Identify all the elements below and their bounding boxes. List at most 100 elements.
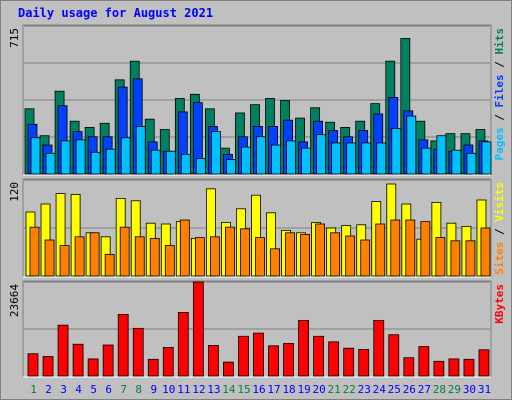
x-tick-label-25: 25 (388, 383, 401, 396)
bar-sites-4 (74, 236, 85, 277)
x-tick-label-31: 31 (478, 383, 491, 396)
bar-sites-16 (255, 237, 265, 277)
bar-kbytes-22 (343, 347, 355, 377)
bar-kbytes-2 (42, 356, 54, 377)
bar-kbytes-3 (57, 324, 69, 377)
bar-kbytes-11 (177, 312, 189, 377)
legend-pages: Pages (493, 127, 506, 160)
x-tick-label-23: 23 (358, 383, 371, 396)
bar-sites-13 (209, 236, 220, 277)
bar-pages-1 (30, 137, 41, 175)
bar-pages-31 (481, 141, 492, 175)
bar-pages-14 (226, 159, 236, 175)
bar-kbytes-26 (403, 357, 415, 377)
bar-pages-27 (421, 147, 432, 175)
bar-sites-26 (405, 219, 416, 277)
bar-pages-3 (60, 140, 71, 175)
x-tick-label-12: 12 (192, 383, 205, 396)
x-tick-label-20: 20 (313, 383, 326, 396)
bar-pages-22 (346, 142, 357, 175)
legend-kbytes: KBytes (493, 284, 506, 324)
bar-pages-26 (406, 115, 417, 175)
x-tick-label-28: 28 (433, 383, 446, 396)
bar-pages-25 (391, 128, 402, 175)
bar-kbytes-30 (463, 358, 475, 377)
bar-pages-24 (376, 142, 387, 175)
bar-pages-10 (165, 150, 176, 175)
legend-label: Sites / Visits (493, 182, 506, 275)
x-tick-label-2: 2 (45, 383, 52, 396)
bar-pages-8 (135, 125, 146, 175)
x-tick-label-9: 9 (150, 383, 157, 396)
bar-pages-17 (271, 144, 281, 175)
bar-kbytes-20 (313, 335, 325, 377)
bar-pages-28 (436, 135, 447, 175)
bar-kbytes-5 (87, 358, 99, 377)
bar-sites-14 (225, 226, 235, 277)
bar-kbytes-9 (147, 358, 159, 377)
x-tick-label-24: 24 (373, 383, 387, 396)
bar-kbytes-8 (132, 327, 144, 377)
bar-pages-12 (195, 158, 206, 175)
x-tick-label-17: 17 (267, 383, 280, 396)
x-tick-label-4: 4 (75, 383, 82, 396)
bar-kbytes-12 (192, 281, 204, 377)
x-tick-label-30: 30 (463, 383, 476, 396)
bar-sites-8 (134, 236, 145, 277)
bar-kbytes-23 (358, 348, 370, 377)
bar-sites-3 (59, 245, 70, 277)
bar-pages-29 (451, 149, 462, 175)
bar-pages-23 (361, 142, 372, 175)
bar-pages-9 (150, 149, 161, 175)
bar-kbytes-29 (448, 358, 460, 377)
bar-sites-18 (285, 232, 295, 277)
bar-kbytes-6 (102, 344, 114, 377)
bar-pages-6 (105, 148, 116, 175)
bar-kbytes-7 (117, 314, 129, 377)
bar-sites-6 (104, 253, 115, 277)
bar-kbytes-15 (238, 335, 249, 377)
bar-sites-9 (149, 237, 160, 277)
x-tick-label-21: 21 (328, 383, 341, 396)
x-tick-label-11: 11 (177, 383, 190, 396)
legend-sites: Sites (493, 242, 506, 275)
bar-pages-7 (120, 137, 131, 175)
bar-sites-19 (300, 233, 310, 277)
chart-title: Daily usage for August 2021 (18, 6, 214, 20)
bar-pages-5 (90, 151, 101, 175)
bar-kbytes-18 (283, 343, 294, 377)
bar-kbytes-4 (72, 343, 84, 377)
x-tick-label-14: 14 (222, 383, 236, 396)
bar-sites-5 (89, 232, 100, 277)
bar-kbytes-10 (162, 346, 174, 377)
legend-label: Pages / Files / Hits (493, 28, 506, 161)
bar-pages-20 (316, 134, 327, 175)
bar-kbytes-1 (27, 353, 39, 377)
bar-sites-30 (465, 240, 476, 277)
x-tick-label-15: 15 (237, 383, 250, 396)
x-tick-label-19: 19 (297, 383, 310, 396)
bar-sites-29 (450, 240, 461, 277)
legend-visits: Visits (493, 182, 506, 222)
bar-kbytes-14 (223, 361, 234, 377)
x-tick-label-18: 18 (282, 383, 295, 396)
bar-sites-10 (164, 245, 175, 277)
bar-kbytes-21 (328, 341, 340, 377)
bar-sites-24 (375, 223, 386, 277)
bar-kbytes-17 (268, 345, 279, 377)
x-tick-label-3: 3 (60, 383, 67, 396)
bar-pages-15 (241, 146, 251, 175)
bar-kbytes-19 (298, 319, 309, 377)
bar-pages-21 (331, 142, 342, 175)
bar-pages-18 (286, 140, 296, 175)
bar-pages-19 (301, 147, 311, 175)
legend-files: Files (493, 74, 506, 107)
x-tick-label-26: 26 (403, 383, 416, 396)
x-tick-label-8: 8 (135, 383, 142, 396)
bar-sites-11 (179, 219, 190, 277)
x-tick-label-16: 16 (252, 383, 265, 396)
bar-sites-23 (360, 239, 371, 277)
bar-sites-12 (194, 237, 205, 277)
bar-pages-2 (45, 152, 56, 175)
